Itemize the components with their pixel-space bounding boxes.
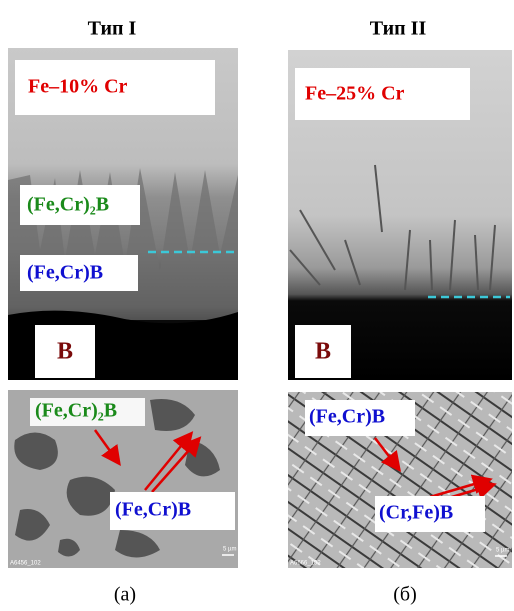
micrograph-bottom-right: (Fe,Cr)B (Cr,Fe)B 5 µm A6666_102 [288,392,512,568]
scale-bar-label: 5 µm [223,547,236,553]
micrograph-top-right: Fe–25% Cr B [288,50,512,380]
image-id: A6666_102 [290,561,321,567]
phase-label: (Fe,Cr)B [27,262,103,284]
figure: Тип I Тип II Fe–10% Cr (Fe,Cr)₂B (Fe,Cr)… [0,0,514,611]
micrograph-top-left: Fe–10% Cr (Fe,Cr)₂B (Fe,Cr)B B [8,48,238,380]
phase-label: B [315,339,331,365]
image-id: A6456_102 [10,561,41,567]
phase-label: (Fe,Cr)B [115,499,191,521]
page: Тип I Тип II Fe–10% Cr (Fe,Cr)₂B (Fe,Cr)… [0,0,514,611]
composition-label: Fe–25% Cr [305,83,405,105]
micrograph-bottom-left: (Fe,Cr)₂B (Fe,Cr)B 5 µm A6456_102 [8,390,238,568]
caption: (a) [114,584,136,606]
column-title: Тип II [370,18,427,40]
phase-label: (Fe,Cr)₂B [27,194,109,216]
phase-label: B [57,339,73,365]
composition-label: Fe–10% Cr [28,76,128,98]
column-title: Тип I [88,18,137,40]
phase-label: (Fe,Cr)₂B [35,400,117,422]
phase-label: (Fe,Cr)B [309,406,385,428]
phase-label: (Cr,Fe)B [379,502,453,524]
caption: (б) [393,584,417,606]
scale-bar-label: 5 µm [496,548,509,554]
